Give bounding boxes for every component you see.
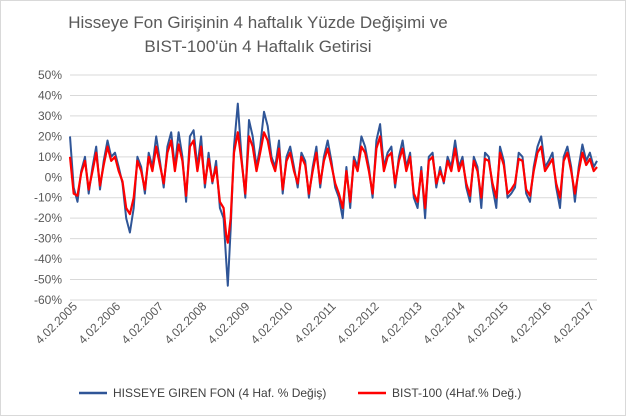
legend-label: BIST-100 (4Haf.% Değ.) bbox=[392, 386, 521, 400]
y-tick-label: 40% bbox=[38, 88, 62, 102]
x-tick-label: 4.02.2015 bbox=[463, 299, 511, 347]
y-tick-label: -60% bbox=[34, 293, 62, 307]
x-tick-label: 4.02.2012 bbox=[334, 299, 382, 347]
x-tick-label: 4.02.2013 bbox=[377, 299, 425, 347]
chart-title-line-2: BIST-100'ün 4 Haftalık Getirisi bbox=[144, 37, 371, 56]
gridlines bbox=[70, 74, 597, 301]
y-tick-label: -30% bbox=[34, 232, 62, 246]
x-tick-label: 4.02.2008 bbox=[162, 299, 210, 347]
y-tick-label: 20% bbox=[38, 129, 62, 143]
x-tick-label: 4.02.2010 bbox=[248, 299, 296, 347]
legend: HISSEYE GIREN FON (4 Haf. % Değiş) BIST-1… bbox=[79, 386, 521, 400]
legend-label: HISSEYE GIREN FON (4 Haf. % Değiş) bbox=[113, 386, 326, 400]
chart-title-line-1: Hisseye Fon Girişinin 4 haftalık Yüzde D… bbox=[68, 13, 448, 32]
series-line-bist-100 bbox=[68, 131, 598, 244]
x-tick-label: 4.02.2014 bbox=[420, 299, 468, 347]
x-tick-label: 4.02.2017 bbox=[549, 299, 597, 347]
y-tick-label: -40% bbox=[34, 252, 62, 266]
y-tick-label: -20% bbox=[34, 211, 62, 225]
y-tick-label: 30% bbox=[38, 109, 62, 123]
x-tick-label: 4.02.2009 bbox=[205, 299, 253, 347]
y-tick-label: 50% bbox=[38, 68, 62, 82]
x-tick-label: 4.02.2016 bbox=[506, 299, 554, 347]
x-axis-tick-labels: 4.02.20054.02.20064.02.20074.02.20084.02… bbox=[32, 299, 597, 347]
x-tick-label: 4.02.2011 bbox=[292, 299, 339, 346]
y-tick-label: -50% bbox=[34, 273, 62, 287]
series-line-hisseye-giren-fon bbox=[69, 102, 598, 287]
y-axis-tick-labels: 50% 40% 30% 20% 10% 0% -10% -20% -30% -40% -50% -60… bbox=[34, 68, 62, 307]
y-tick-label: 10% bbox=[38, 150, 62, 164]
y-tick-label: 0% bbox=[45, 170, 63, 184]
y-tick-label: -10% bbox=[34, 191, 62, 205]
x-tick-label: 4.02.2006 bbox=[76, 299, 124, 347]
x-tick-label: 4.02.2007 bbox=[119, 299, 167, 347]
series-lines bbox=[68, 102, 598, 287]
